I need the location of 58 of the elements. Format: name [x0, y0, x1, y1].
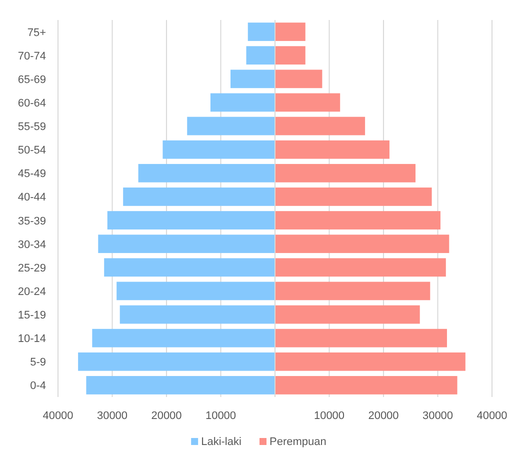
- bar: [275, 258, 446, 277]
- legend-label: Perempuan: [270, 436, 326, 448]
- y-tick-label: 70-74: [18, 50, 46, 62]
- bar: [275, 211, 440, 230]
- y-tick-label: 5-9: [30, 356, 46, 369]
- bar: [275, 376, 458, 394]
- bar: [248, 22, 275, 41]
- bar: [246, 46, 275, 65]
- y-tick-label: 25-29: [18, 262, 46, 274]
- bar: [275, 140, 390, 159]
- y-tick-label: 15-19: [18, 310, 46, 322]
- y-tick-label: 0-4: [30, 380, 46, 392]
- bar: [120, 305, 275, 324]
- bar: [275, 22, 306, 41]
- y-tick-label: 10-14: [18, 333, 46, 346]
- y-tick-label: 30-34: [18, 238, 46, 251]
- bar: [116, 282, 275, 300]
- bar: [78, 352, 275, 371]
- bar: [162, 140, 275, 159]
- y-tick-label: 50-54: [18, 144, 46, 157]
- bar: [275, 164, 416, 182]
- legend-label: Laki-laki: [201, 436, 242, 448]
- bar: [210, 93, 275, 112]
- y-tick-label: 65-69: [18, 74, 46, 86]
- x-tick-label: 20000: [368, 410, 399, 422]
- bar: [86, 376, 275, 394]
- bar: [230, 70, 275, 88]
- bar: [123, 188, 275, 206]
- y-tick-label: 55-59: [18, 121, 46, 134]
- bar: [275, 70, 322, 88]
- x-tick-label: 20000: [151, 410, 182, 422]
- y-tick-label: 35-39: [18, 215, 46, 228]
- bar: [275, 93, 340, 112]
- bar: [275, 352, 466, 371]
- bar: [92, 328, 275, 348]
- x-tick-label: 30000: [96, 410, 128, 422]
- y-tick-label: 20-24: [18, 286, 46, 298]
- x-tick-label: 10000: [314, 410, 345, 422]
- bar: [187, 116, 275, 136]
- x-tick-label: 40000: [476, 410, 508, 422]
- bar: [275, 46, 306, 65]
- bar: [107, 211, 275, 230]
- bar: [104, 258, 275, 277]
- bar: [275, 305, 420, 324]
- bar: [275, 188, 432, 206]
- bar: [275, 328, 447, 348]
- y-tick-label: 40-44: [18, 192, 46, 204]
- bar: [275, 116, 366, 136]
- bar: [275, 234, 450, 254]
- bar: [98, 234, 275, 254]
- y-tick-label: 45-49: [18, 168, 46, 180]
- x-tick-label: 40000: [42, 410, 74, 422]
- y-tick-label: 75+: [27, 26, 46, 39]
- y-tick-label: 60-64: [18, 97, 46, 110]
- bar: [275, 282, 430, 300]
- bar: [138, 164, 275, 182]
- x-tick-label: 30000: [422, 410, 454, 422]
- x-tick-label: 10000: [205, 410, 236, 422]
